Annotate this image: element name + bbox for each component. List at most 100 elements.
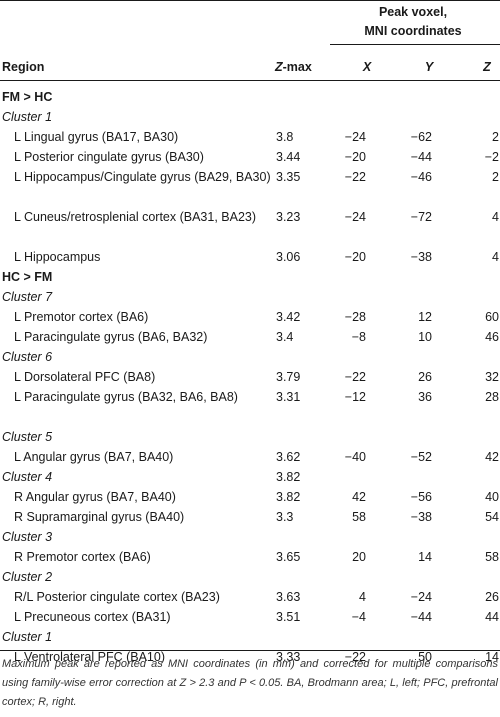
peak-voxel-label: Peak voxel,	[378, 5, 448, 19]
z-cell: 2	[492, 130, 499, 144]
zmax-column-header: Z-max	[275, 59, 312, 75]
y-cell: −38	[410, 250, 432, 264]
group-label: HC > FM	[2, 270, 53, 284]
cluster-row: Cluster 1	[0, 627, 500, 647]
y-cell: −72	[410, 210, 432, 224]
group-header-row: HC > FM	[0, 267, 500, 287]
region-cell: L Precuneous cortex (BA31)	[14, 610, 171, 624]
cluster-row: Cluster 5	[0, 427, 500, 447]
x-cell: −22	[344, 170, 366, 184]
table-row: L Premotor cortex (BA6) 3.42 −28 12 60	[0, 307, 500, 327]
region-cell: L Paracingulate gyrus (BA6, BA32)	[14, 330, 208, 344]
x-cell: −28	[344, 310, 366, 324]
table-row: L Hippocampus 3.06 −20 −38 4	[0, 247, 500, 267]
zmax-cell: 3.35	[276, 170, 301, 184]
y-cell: −38	[410, 510, 432, 524]
x-cell: −40	[344, 450, 366, 464]
z-cell: −2	[484, 150, 499, 164]
z-cell: 14	[485, 650, 499, 664]
group-header-row: FM > HC	[0, 87, 500, 107]
x-cell: −4	[351, 610, 366, 624]
cluster-row: Cluster 1	[0, 107, 500, 127]
region-cell: R Premotor cortex (BA6)	[14, 550, 151, 564]
y-column-header: Y	[424, 60, 434, 74]
header-bottom-rule	[0, 80, 500, 81]
peak-voxel-header: Peak voxel, MNI coordinates	[338, 3, 488, 41]
table-row: R Premotor cortex (BA6) 3.65 20 14 58	[0, 547, 500, 567]
x-cell: −12	[344, 390, 366, 404]
z-cell: 26	[485, 590, 499, 604]
region-cell: R/L Posterior cingulate cortex (BA23)	[14, 590, 220, 604]
y-cell: 12	[418, 310, 432, 324]
table-row: L Paracingulate gyrus (BA6, BA32) 3.4 −8 10…	[0, 327, 500, 347]
y-cell: 50	[418, 650, 432, 664]
z-cell: 46	[485, 330, 499, 344]
table-row: L Dorsolateral PFC (BA8) 3.79 −22 26 32	[0, 367, 500, 387]
y-cell: −62	[410, 130, 432, 144]
z-cell: 4	[492, 250, 499, 264]
cluster-label: Cluster 2	[2, 570, 53, 584]
y-cell: −24	[410, 590, 432, 604]
zmax-z-letter: Z	[275, 60, 283, 74]
region-cell: L Posterior cingulate gyrus (BA30)	[14, 150, 204, 164]
y-cell: 14	[418, 550, 432, 564]
z-cell: 42	[485, 450, 499, 464]
table-row: L Lingual gyrus (BA17, BA30) 3.8 −24 −62 2	[0, 127, 500, 147]
y-cell: 10	[418, 330, 432, 344]
x-cell: −20	[344, 250, 366, 264]
x-cell: −24	[344, 210, 366, 224]
zmax-cell: 3.23	[276, 210, 301, 224]
zmax-cell: 3.82	[276, 490, 301, 504]
zmax-cell: 3.82	[276, 470, 301, 484]
z-cell: 58	[485, 550, 499, 564]
z-cell: 54	[485, 510, 499, 524]
y-cell: 36	[418, 390, 432, 404]
table-row: L Hippocampus/Cingulate gyrus (BA29, BA3…	[0, 167, 500, 207]
x-cell: 20	[352, 550, 366, 564]
cluster-label: Cluster 1	[2, 110, 53, 124]
z-cell: 40	[485, 490, 499, 504]
x-cell: −22	[344, 650, 366, 664]
table-row: L Precuneous cortex (BA31) 3.51 −4 −44 44	[0, 607, 500, 627]
zmax-suffix: -max	[282, 60, 312, 74]
cluster-row: Cluster 6	[0, 347, 500, 367]
table-body: FM > HC Cluster 1 L Lingual gyrus (BA17, B…	[0, 87, 500, 667]
region-cell: L Paracingulate gyrus (BA32, BA6, BA8)	[14, 390, 238, 404]
peak-voxel-rule	[330, 44, 500, 45]
x-cell: 58	[352, 510, 366, 524]
region-cell: L Hippocampus/Cingulate gyrus (BA29, BA3…	[14, 170, 271, 184]
table-top-rule	[0, 0, 500, 1]
cluster-label: Cluster 3	[2, 530, 53, 544]
zmax-cell: 3.63	[276, 590, 301, 604]
cluster-label: Cluster 4	[2, 470, 53, 484]
x-cell: 42	[352, 490, 366, 504]
z-cell: 32	[485, 370, 499, 384]
z-cell: 2	[492, 170, 499, 184]
zmax-cell: 3.4	[276, 330, 294, 344]
table-row: L Ventrolateral PFC (BA10) 3.33 −22 50 14	[0, 647, 500, 667]
y-cell: −52	[410, 450, 432, 464]
y-cell: 26	[418, 370, 432, 384]
table-row: L Paracingulate gyrus (BA32, BA6, BA8) 3.…	[0, 387, 500, 427]
y-cell: −44	[410, 610, 432, 624]
zmax-cell: 3.65	[276, 550, 301, 564]
table-row: L Posterior cingulate gyrus (BA30) 3.44 −2…	[0, 147, 500, 167]
cluster-row: Cluster 2	[0, 567, 500, 587]
cluster-row: Cluster 3	[0, 527, 500, 547]
table-row: L Cuneus/retrosplenial cortex (BA31, BA2…	[0, 207, 500, 247]
region-column-header: Region	[2, 60, 45, 74]
region-cell: L Ventrolateral PFC (BA10)	[14, 650, 165, 664]
mni-coordinates-label: MNI coordinates	[364, 24, 462, 38]
table-footnote: Maximum peak are reported as MNI coordin…	[2, 658, 498, 708]
table-row: L Angular gyrus (BA7, BA40) 3.62 −40 −52 42	[0, 447, 500, 467]
cluster-label: Cluster 1	[2, 630, 53, 644]
y-cell: −46	[410, 170, 432, 184]
zmax-cell: 3.33	[276, 650, 301, 664]
x-cell: 4	[359, 590, 366, 604]
region-cell: L Premotor cortex (BA6)	[14, 310, 149, 324]
region-cell: L Angular gyrus (BA7, BA40)	[14, 450, 174, 464]
region-cell: R Supramarginal gyrus (BA40)	[14, 510, 185, 524]
z-cell: 44	[485, 610, 499, 624]
table-row: R Supramarginal gyrus (BA40) 3.3 58 −38 54	[0, 507, 500, 527]
